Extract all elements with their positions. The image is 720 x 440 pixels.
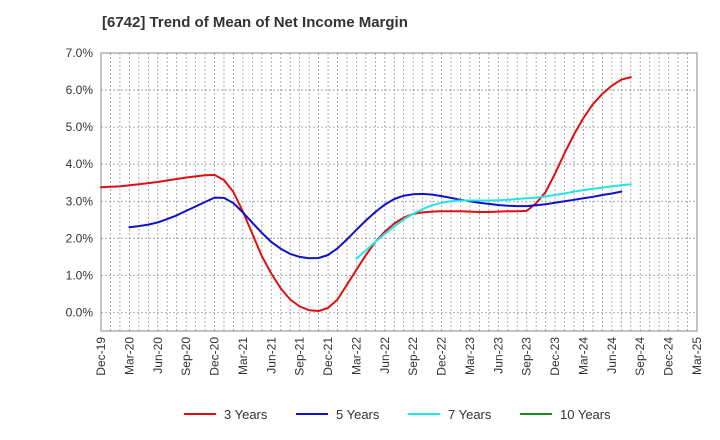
x-tick-label: Dec-22 [435,337,449,376]
x-tick-label: Sep-23 [520,337,534,376]
y-tick-label: 5.0% [66,120,94,134]
y-tick-label: 7.0% [66,46,94,60]
x-tick-label: Jun-23 [491,337,505,374]
x-tick-label: Jun-21 [264,337,278,374]
y-tick-label: 3.0% [66,194,94,208]
y-tick-label: 1.0% [66,268,94,282]
x-tick-label: Mar-21 [236,337,250,375]
y-tick-label: 0.0% [66,305,94,319]
x-tick-label: Sep-24 [633,337,647,376]
series-line-3-years [100,76,632,312]
plot-border [100,52,698,332]
y-tick-label: 2.0% [66,231,94,245]
plot-area [101,53,697,331]
legend-label-3-years: 3 Years [224,407,268,422]
x-tick-label: Mar-25 [690,337,704,375]
legend-label-10-years: 10 Years [560,407,611,422]
legend-label-7-years: 7 Years [448,407,492,422]
x-tick-label: Dec-21 [321,337,335,376]
x-tick-label: Sep-20 [179,337,193,376]
x-tick-label: Dec-20 [208,337,222,376]
chart-title: [6742] Trend of Mean of Net Income Margi… [102,14,408,31]
y-tick-label: 4.0% [66,157,94,171]
x-tick-label: Dec-24 [662,337,676,376]
series-line-5-years [128,190,623,260]
series-line-7-years [355,183,632,260]
x-tick-label: Dec-23 [548,337,562,376]
x-tick-label: Jun-20 [151,337,165,374]
x-tick-label: Sep-22 [406,337,420,376]
x-tick-label: Mar-22 [349,337,363,375]
legend-label-5-years: 5 Years [336,407,380,422]
x-tick-label: Jun-22 [378,337,392,374]
x-tick-label: Dec-19 [94,337,108,376]
x-tick-label: Sep-21 [293,337,307,376]
x-tick-label: Jun-24 [605,337,619,374]
x-tick-label: Mar-20 [122,337,136,375]
y-tick-label: 6.0% [66,83,94,97]
x-tick-label: Mar-24 [576,337,590,375]
x-tick-label: Mar-23 [463,337,477,375]
